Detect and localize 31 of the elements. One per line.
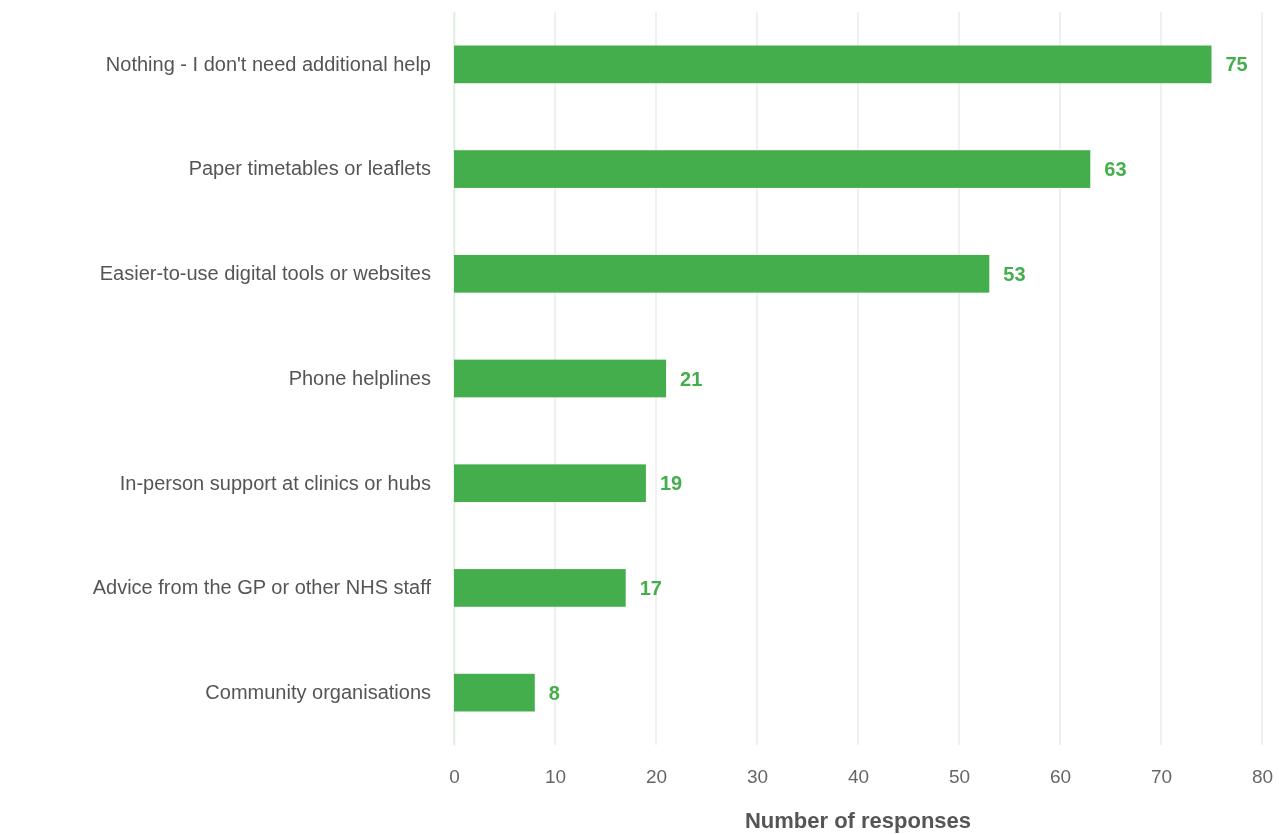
y-tick-label: Paper timetables or leaflets xyxy=(188,157,431,180)
x-tick-label: 70 xyxy=(1150,766,1173,788)
x-tick-label: 50 xyxy=(948,766,971,788)
bar xyxy=(454,569,626,607)
data-label: 75 xyxy=(1225,53,1248,76)
data-label: 21 xyxy=(680,367,703,390)
x-tick-label: 60 xyxy=(1049,766,1072,788)
bar xyxy=(454,254,990,293)
y-tick-label: Nothing - I don't need additional help xyxy=(105,52,431,75)
bar xyxy=(454,359,667,398)
data-label: 63 xyxy=(1104,158,1127,181)
y-tick-label: Easier-to-use digital tools or websites xyxy=(99,262,431,285)
y-tick-label: Community organisations xyxy=(205,681,431,704)
data-label: 53 xyxy=(1003,262,1026,285)
x-tick-label: 10 xyxy=(544,766,567,788)
data-label: 19 xyxy=(659,472,683,495)
bar xyxy=(454,464,646,503)
data-label: 17 xyxy=(639,576,662,599)
y-tick-label: In-person support at clinics or hubs xyxy=(119,471,431,494)
x-tick-label: 30 xyxy=(746,766,769,788)
x-tick-label: 80 xyxy=(1251,766,1274,788)
y-tick-label: Advice from the GP or other NHS staff xyxy=(92,576,432,599)
x-tick-label: 20 xyxy=(645,766,668,788)
data-label: 8 xyxy=(548,681,560,704)
x-axis-title: Number of responses xyxy=(744,808,972,833)
y-tick-label: Phone helplines xyxy=(288,366,431,389)
bar xyxy=(454,45,1212,84)
x-tick-label: 0 xyxy=(449,766,460,788)
x-tick-label: 40 xyxy=(847,766,870,788)
bar xyxy=(454,673,535,712)
bar xyxy=(454,150,1091,188)
